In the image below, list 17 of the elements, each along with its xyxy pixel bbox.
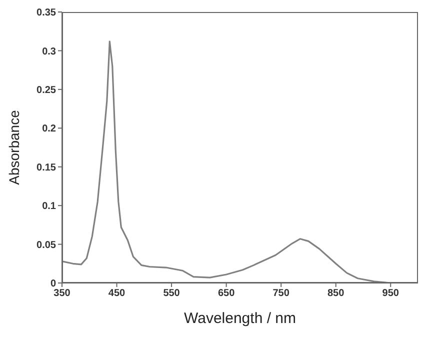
x-tick-label: 350 bbox=[54, 288, 71, 300]
x-tick-label: 550 bbox=[163, 288, 180, 300]
y-tick-label: 0 bbox=[50, 278, 56, 290]
y-tick-label: 0.15 bbox=[36, 162, 56, 174]
x-tick-label: 650 bbox=[218, 288, 236, 300]
x-axis-title: Wavelength / nm bbox=[184, 310, 296, 327]
y-tick-label: 0.3 bbox=[42, 46, 56, 58]
x-tick-label: 850 bbox=[328, 288, 345, 300]
x-tick-label: 950 bbox=[382, 288, 400, 300]
y-tick-label: 0.05 bbox=[36, 240, 56, 251]
y-tick-label: 0.35 bbox=[36, 8, 56, 19]
x-tick-label: 450 bbox=[108, 288, 126, 300]
x-tick-label: 750 bbox=[272, 288, 290, 300]
y-tick-label: 0.25 bbox=[36, 84, 56, 96]
y-axis-title: Absorbance bbox=[6, 110, 22, 185]
y-tick-label: 0.2 bbox=[42, 124, 56, 135]
y-tick-label: 0.1 bbox=[42, 201, 56, 212]
